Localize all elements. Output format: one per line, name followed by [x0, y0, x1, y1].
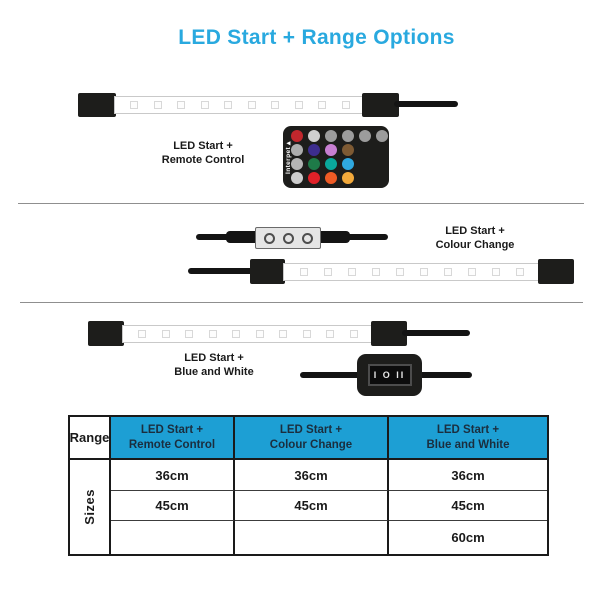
label-blue-and-white: LED Start + Blue and White	[174, 352, 254, 378]
controller-connector-right	[316, 231, 350, 243]
table-cell	[235, 520, 389, 554]
remote-control: Interpet ▶	[283, 126, 389, 188]
remote-colour-button	[376, 130, 388, 142]
led-chip	[420, 268, 428, 276]
strip2-left-end-cap	[250, 259, 285, 284]
remote-button-grid	[291, 130, 388, 184]
led-chip	[279, 330, 288, 338]
remote-colour-button	[308, 172, 320, 184]
table-cell: 45cm	[235, 490, 389, 520]
led-chip	[318, 101, 327, 109]
page-title: LED Start + Range Options	[178, 26, 455, 49]
table-cell: 45cm	[111, 490, 235, 520]
led-chip	[247, 101, 256, 109]
strip1-left-end-cap	[78, 93, 116, 117]
remote-colour-button	[291, 130, 303, 142]
remote-colour-button	[342, 158, 354, 170]
remote-button-row	[291, 172, 388, 184]
led-chip	[348, 268, 356, 276]
strip2-power-cable	[188, 268, 258, 274]
led-chip	[324, 268, 332, 276]
table-col-header-colour-change: LED Start + Colour Change	[235, 417, 389, 460]
strip1-right-end-cap	[362, 93, 399, 117]
led-chip	[177, 101, 186, 109]
led-chip	[224, 101, 233, 109]
strip2-right-end-cap	[538, 259, 574, 284]
led-chip	[200, 101, 209, 109]
led-chip	[341, 101, 350, 109]
remote-colour-button	[342, 144, 354, 156]
table-cell: 36cm	[235, 460, 389, 490]
table-cell: 45cm	[389, 490, 547, 520]
section-divider	[20, 302, 583, 303]
led-chip	[255, 330, 264, 338]
label-colour-change: LED Start + Colour Change	[435, 225, 515, 251]
remote-colour-button	[291, 172, 303, 184]
remote-colour-button	[359, 130, 371, 142]
led-chip	[396, 268, 404, 276]
led-strip-colour-change	[283, 263, 541, 281]
remote-colour-button	[342, 130, 354, 142]
led-chip	[208, 330, 217, 338]
remote-colour-button	[325, 172, 337, 184]
inline-switch: I O II	[357, 354, 422, 396]
led-chip	[185, 330, 194, 338]
remote-colour-button	[325, 158, 337, 170]
strip3-right-end-cap	[371, 321, 407, 346]
remote-colour-button	[342, 172, 354, 184]
led-chip	[516, 268, 524, 276]
table-cell: 36cm	[451, 467, 485, 483]
section-divider	[18, 203, 584, 204]
led-strip-remote-control	[114, 96, 366, 114]
led-chip	[294, 101, 303, 109]
size-table: Range LED Start + Remote Control LED Sta…	[68, 415, 549, 556]
remote-button-row	[291, 144, 388, 156]
led-chip	[444, 268, 452, 276]
remote-colour-button	[308, 130, 320, 142]
table-col-header-blue-and-white: LED Start + Blue and White	[389, 417, 547, 460]
remote-button-row	[291, 158, 388, 170]
led-chip	[130, 101, 139, 109]
led-chip	[232, 330, 241, 338]
remote-colour-button	[308, 144, 320, 156]
strip3-left-end-cap	[88, 321, 124, 346]
controller-button	[301, 232, 313, 244]
label-remote-control: LED Start + Remote Control	[161, 140, 245, 166]
led-chip	[326, 330, 335, 338]
table-cell	[111, 520, 235, 554]
table-sizes-header: Sizes	[70, 460, 111, 554]
remote-colour-button	[325, 144, 337, 156]
rocker-switch: I O II	[367, 364, 412, 386]
led-chip	[468, 268, 476, 276]
table-col-header-remote-control: LED Start + Remote Control	[111, 417, 235, 460]
led-chip	[300, 268, 308, 276]
controller-button	[282, 232, 294, 244]
remote-colour-button	[308, 158, 320, 170]
led-chip	[138, 330, 147, 338]
remote-colour-button	[291, 158, 303, 170]
table-cell: 60cm	[389, 520, 547, 554]
led-chip	[161, 330, 170, 338]
controller-connector-left	[226, 231, 260, 243]
led-strip-blue-and-white	[122, 325, 374, 343]
led-chip	[349, 330, 358, 338]
strip1-power-cable	[394, 101, 458, 107]
colour-change-controller	[255, 227, 321, 249]
table-range-header: Range	[70, 417, 111, 460]
strip3-power-cable	[402, 330, 470, 336]
led-chip	[153, 101, 162, 109]
led-chip	[302, 330, 311, 338]
led-chip	[492, 268, 500, 276]
table-cell: 36cm	[111, 460, 235, 490]
remote-colour-button	[291, 144, 303, 156]
remote-colour-button	[325, 130, 337, 142]
led-chip	[372, 268, 380, 276]
led-chip	[271, 101, 280, 109]
remote-button-row	[291, 130, 388, 142]
controller-button	[263, 232, 275, 244]
